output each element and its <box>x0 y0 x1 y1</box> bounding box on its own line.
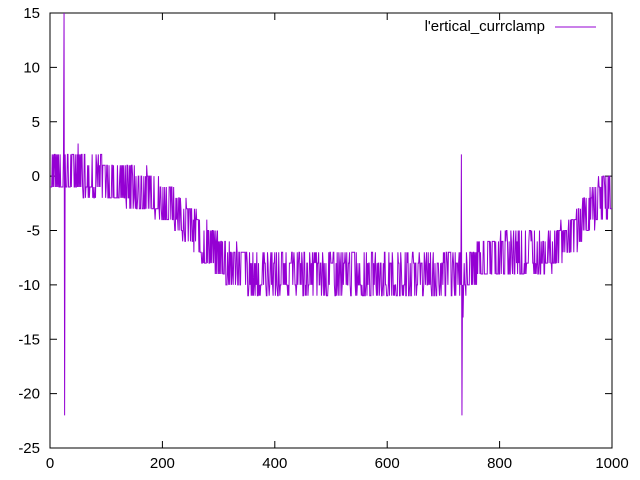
plot-frame <box>49 12 613 449</box>
y-tick-label: -20 <box>18 386 40 403</box>
y-tick-label: -15 <box>18 331 40 348</box>
x-tick-label: 400 <box>262 455 287 472</box>
series-line <box>50 12 612 416</box>
y-tick-label: -25 <box>18 440 40 457</box>
legend: l'ertical_currclamp <box>425 18 596 35</box>
axis-ticks: -25 -20 -15 -10 -5 0 5 10 15 0 200 400 600 800 1000 <box>18 5 628 472</box>
x-tick-label: 800 <box>487 455 512 472</box>
legend-label: l'ertical_currclamp <box>425 18 545 35</box>
y-tick-label: 10 <box>23 59 40 76</box>
x-tick-label: 600 <box>375 455 400 472</box>
series-layer <box>50 12 612 416</box>
y-tick-label: -5 <box>27 223 40 240</box>
x-tick-label: 1000 <box>595 455 628 472</box>
y-tick-label: 0 <box>32 168 40 185</box>
x-tick-label: 200 <box>150 455 175 472</box>
y-tick-label: 15 <box>23 5 40 22</box>
y-tick-label: 5 <box>32 114 40 131</box>
x-tick-label: 0 <box>46 455 54 472</box>
y-tick-label: -10 <box>18 277 40 294</box>
